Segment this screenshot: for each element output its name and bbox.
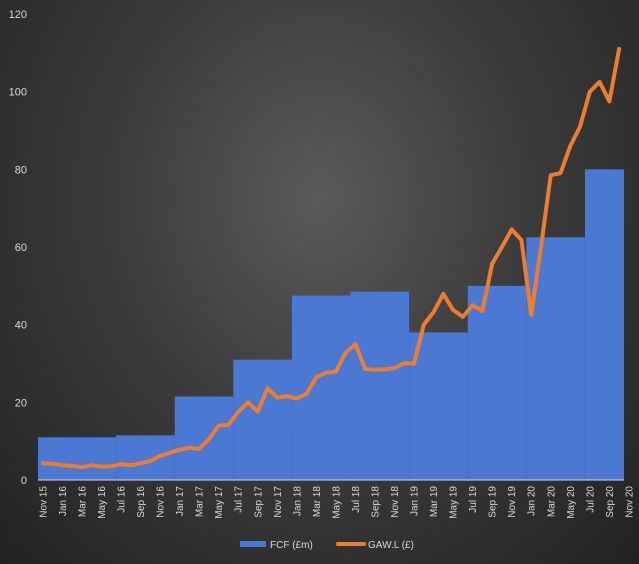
fcf-bars [38,169,624,481]
fcf-bar [116,435,175,480]
fcf-bar [233,359,292,480]
y-tick-label: 100 [9,87,27,99]
x-tick-label: Jul 19 [468,486,479,513]
x-tick-label: Sep 18 [370,486,381,518]
x-tick-label: Nov 16 [156,486,167,518]
legend-label-gaw: GAW.L (£) [368,540,414,551]
x-tick-label: Jan 18 [292,486,303,516]
x-tick-label: Nov 20 [624,486,635,518]
x-tick-label: May 16 [97,486,108,519]
fcf-bar [291,295,351,480]
x-tick-label: Jul 18 [351,486,362,513]
x-tick-label: Jul 16 [117,486,128,513]
x-tick-label: Sep 20 [605,486,616,518]
fcf-bar [526,237,585,480]
y-tick-label: 0 [21,475,27,487]
fcf-bar [38,437,117,480]
x-tick-label: Mar 18 [312,486,323,518]
x-tick-label: Mar 19 [429,486,440,518]
fcf-bar [174,396,234,480]
x-tick-label: Jan 20 [527,486,538,516]
x-tick-label: Jan 19 [410,486,421,516]
legend: FCF (£m) GAW.L (£) [240,540,414,551]
x-tick-label: May 17 [214,486,225,519]
x-tick-label: Sep 17 [253,486,264,518]
x-tick-label: May 18 [331,486,342,519]
y-tick-label: 120 [9,9,27,21]
x-tick-label: Mar 17 [195,486,206,518]
x-tick-label: May 19 [449,486,460,519]
x-tick-label: Jan 17 [175,486,186,516]
y-axis: 0 20 40 60 80 100 120 [9,9,27,487]
fcf-bar [467,285,527,480]
x-tick-label: Jul 20 [585,486,596,513]
fcf-bar [350,291,410,480]
x-tick-label: Sep 19 [488,486,499,518]
legend-swatch-fcf [240,541,266,547]
x-tick-label: Nov 18 [390,486,401,518]
fcf-bar [584,169,624,481]
y-tick-label: 80 [15,164,27,176]
fcf-bar [409,332,468,480]
x-tick-label: Nov 19 [507,486,518,518]
x-tick-label: Nov 17 [273,486,284,518]
x-tick-label: Nov 15 [38,486,49,518]
x-tick-label: Mar 16 [77,486,88,518]
y-tick-label: 60 [15,242,27,254]
x-tick-label: Jan 16 [58,486,69,516]
x-tick-label: Jul 17 [234,486,245,513]
gaw-line [40,46,622,470]
x-axis: Nov 15 Jan 16 Mar 16 May 16 Jul 16 Sep 16 Nov … [38,486,635,519]
y-tick-label: 40 [15,320,27,332]
x-tick-label: May 20 [566,486,577,519]
y-tick-label: 20 [15,397,27,409]
x-tick-label: Mar 20 [546,486,557,518]
legend-label-fcf: FCF (£m) [270,540,313,551]
x-tick-label: Sep 16 [136,486,147,518]
